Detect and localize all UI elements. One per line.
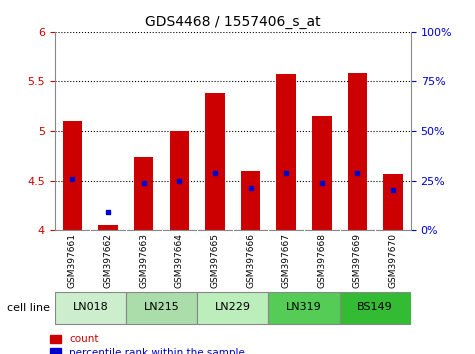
Text: GSM397668: GSM397668 (317, 233, 326, 288)
Text: cell line: cell line (7, 303, 50, 313)
Text: GSM397664: GSM397664 (175, 233, 184, 288)
Bar (63, 121, 82, 230)
Text: LN229: LN229 (215, 302, 251, 312)
Bar (312, 116, 332, 230)
Text: GSM397669: GSM397669 (353, 233, 362, 288)
Text: LN319: LN319 (286, 302, 322, 312)
Bar (348, 74, 367, 230)
Legend: count, percentile rank within the sample: count, percentile rank within the sample (50, 335, 245, 354)
Text: LN215: LN215 (143, 302, 180, 312)
Bar (276, 74, 296, 230)
Bar (205, 93, 225, 230)
Text: GSM397670: GSM397670 (389, 233, 398, 288)
Bar (170, 131, 189, 230)
Text: GSM397666: GSM397666 (246, 233, 255, 288)
Text: GSM397665: GSM397665 (210, 233, 219, 288)
Bar (241, 171, 260, 230)
Title: GDS4468 / 1557406_s_at: GDS4468 / 1557406_s_at (145, 16, 321, 29)
Bar (197, 292, 268, 324)
Text: GSM397667: GSM397667 (282, 233, 291, 288)
Text: GSM397663: GSM397663 (139, 233, 148, 288)
Text: GSM397662: GSM397662 (104, 233, 113, 288)
Bar (126, 292, 197, 324)
Text: BS149: BS149 (357, 302, 393, 312)
Bar (55, 292, 126, 324)
Bar (98, 225, 118, 230)
Bar (340, 292, 411, 324)
Bar (268, 292, 340, 324)
Bar (134, 157, 153, 230)
Text: GSM397661: GSM397661 (68, 233, 77, 288)
Text: LN018: LN018 (72, 302, 108, 312)
Bar (383, 173, 403, 230)
